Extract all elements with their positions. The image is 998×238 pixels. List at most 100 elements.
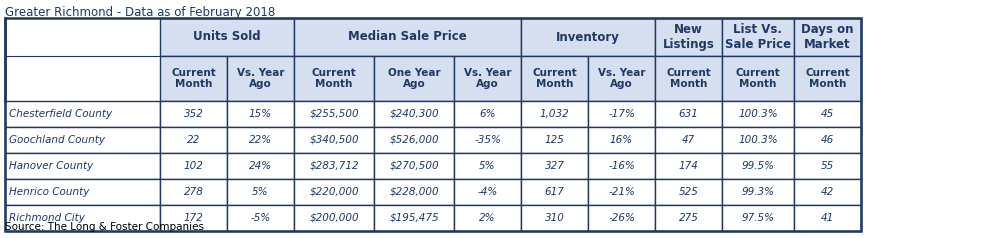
Bar: [5, 127, 160, 153]
Bar: [374, 101, 454, 127]
Text: $195,475: $195,475: [389, 213, 439, 223]
Bar: [454, 179, 521, 205]
Bar: [374, 153, 454, 179]
Bar: [794, 101, 861, 127]
Bar: [294, 101, 374, 127]
Bar: [294, 205, 374, 231]
Bar: [294, 56, 374, 101]
Bar: [588, 153, 655, 179]
Text: Current
Month: Current Month: [736, 68, 780, 89]
Bar: [294, 179, 374, 205]
Bar: [294, 127, 374, 153]
Bar: [160, 56, 227, 101]
Bar: [374, 179, 454, 205]
Bar: [722, 127, 794, 153]
Text: New
Listings: New Listings: [663, 23, 715, 51]
Bar: [160, 101, 227, 127]
Text: $340,500: $340,500: [309, 135, 359, 145]
Text: $270,500: $270,500: [389, 161, 439, 171]
Text: $228,000: $228,000: [389, 187, 439, 197]
Bar: [794, 179, 861, 205]
Bar: [5, 205, 160, 231]
Bar: [521, 56, 588, 101]
Text: Units Sold: Units Sold: [194, 30, 260, 44]
Bar: [588, 205, 655, 231]
Bar: [588, 101, 655, 127]
Bar: [227, 127, 294, 153]
Bar: [227, 179, 294, 205]
Text: 631: 631: [679, 109, 699, 119]
Bar: [521, 18, 655, 56]
Text: 42: 42: [821, 187, 834, 197]
Text: 1,032: 1,032: [540, 109, 570, 119]
Text: Median Sale Price: Median Sale Price: [348, 30, 467, 44]
Bar: [588, 127, 655, 153]
Bar: [227, 153, 294, 179]
Text: -35%: -35%: [474, 135, 501, 145]
Bar: [521, 205, 588, 231]
Text: $200,000: $200,000: [309, 213, 359, 223]
Text: $255,500: $255,500: [309, 109, 359, 119]
Bar: [722, 205, 794, 231]
Bar: [5, 101, 160, 127]
Text: 99.3%: 99.3%: [742, 187, 774, 197]
Bar: [655, 153, 722, 179]
Bar: [722, 179, 794, 205]
Bar: [794, 56, 861, 101]
Bar: [454, 205, 521, 231]
Text: List Vs.
Sale Price: List Vs. Sale Price: [725, 23, 791, 51]
Bar: [5, 179, 160, 205]
Bar: [521, 205, 588, 231]
Text: Hanover County: Hanover County: [9, 161, 93, 171]
Bar: [521, 179, 588, 205]
Text: 278: 278: [184, 187, 204, 197]
Text: 99.5%: 99.5%: [742, 161, 774, 171]
Bar: [722, 101, 794, 127]
Bar: [227, 127, 294, 153]
Bar: [521, 127, 588, 153]
Bar: [588, 179, 655, 205]
Text: -17%: -17%: [608, 109, 635, 119]
Bar: [655, 127, 722, 153]
Bar: [294, 18, 521, 56]
Text: 125: 125: [545, 135, 565, 145]
Bar: [521, 101, 588, 127]
Bar: [294, 179, 374, 205]
Bar: [5, 18, 861, 231]
Text: Days on
Market: Days on Market: [801, 23, 853, 51]
Text: 45: 45: [821, 109, 834, 119]
Bar: [227, 153, 294, 179]
Bar: [588, 205, 655, 231]
Bar: [655, 18, 722, 56]
Bar: [227, 56, 294, 101]
Text: 46: 46: [821, 135, 834, 145]
Bar: [722, 56, 794, 101]
Text: 525: 525: [679, 187, 699, 197]
Bar: [454, 56, 521, 101]
Bar: [160, 18, 294, 56]
Bar: [655, 179, 722, 205]
Bar: [5, 153, 160, 179]
Bar: [160, 179, 227, 205]
Text: 617: 617: [545, 187, 565, 197]
Text: -4%: -4%: [477, 187, 498, 197]
Bar: [521, 127, 588, 153]
Bar: [227, 179, 294, 205]
Text: 310: 310: [545, 213, 565, 223]
Text: 100.3%: 100.3%: [739, 135, 777, 145]
Bar: [794, 153, 861, 179]
Text: 2%: 2%: [479, 213, 496, 223]
Bar: [160, 101, 227, 127]
Bar: [655, 153, 722, 179]
Text: 275: 275: [679, 213, 699, 223]
Bar: [722, 18, 794, 56]
Bar: [722, 205, 794, 231]
Bar: [5, 18, 160, 56]
Text: Current
Month: Current Month: [805, 68, 850, 89]
Text: $240,300: $240,300: [389, 109, 439, 119]
Bar: [588, 179, 655, 205]
Bar: [374, 205, 454, 231]
Bar: [294, 127, 374, 153]
Bar: [454, 153, 521, 179]
Text: 5%: 5%: [479, 161, 496, 171]
